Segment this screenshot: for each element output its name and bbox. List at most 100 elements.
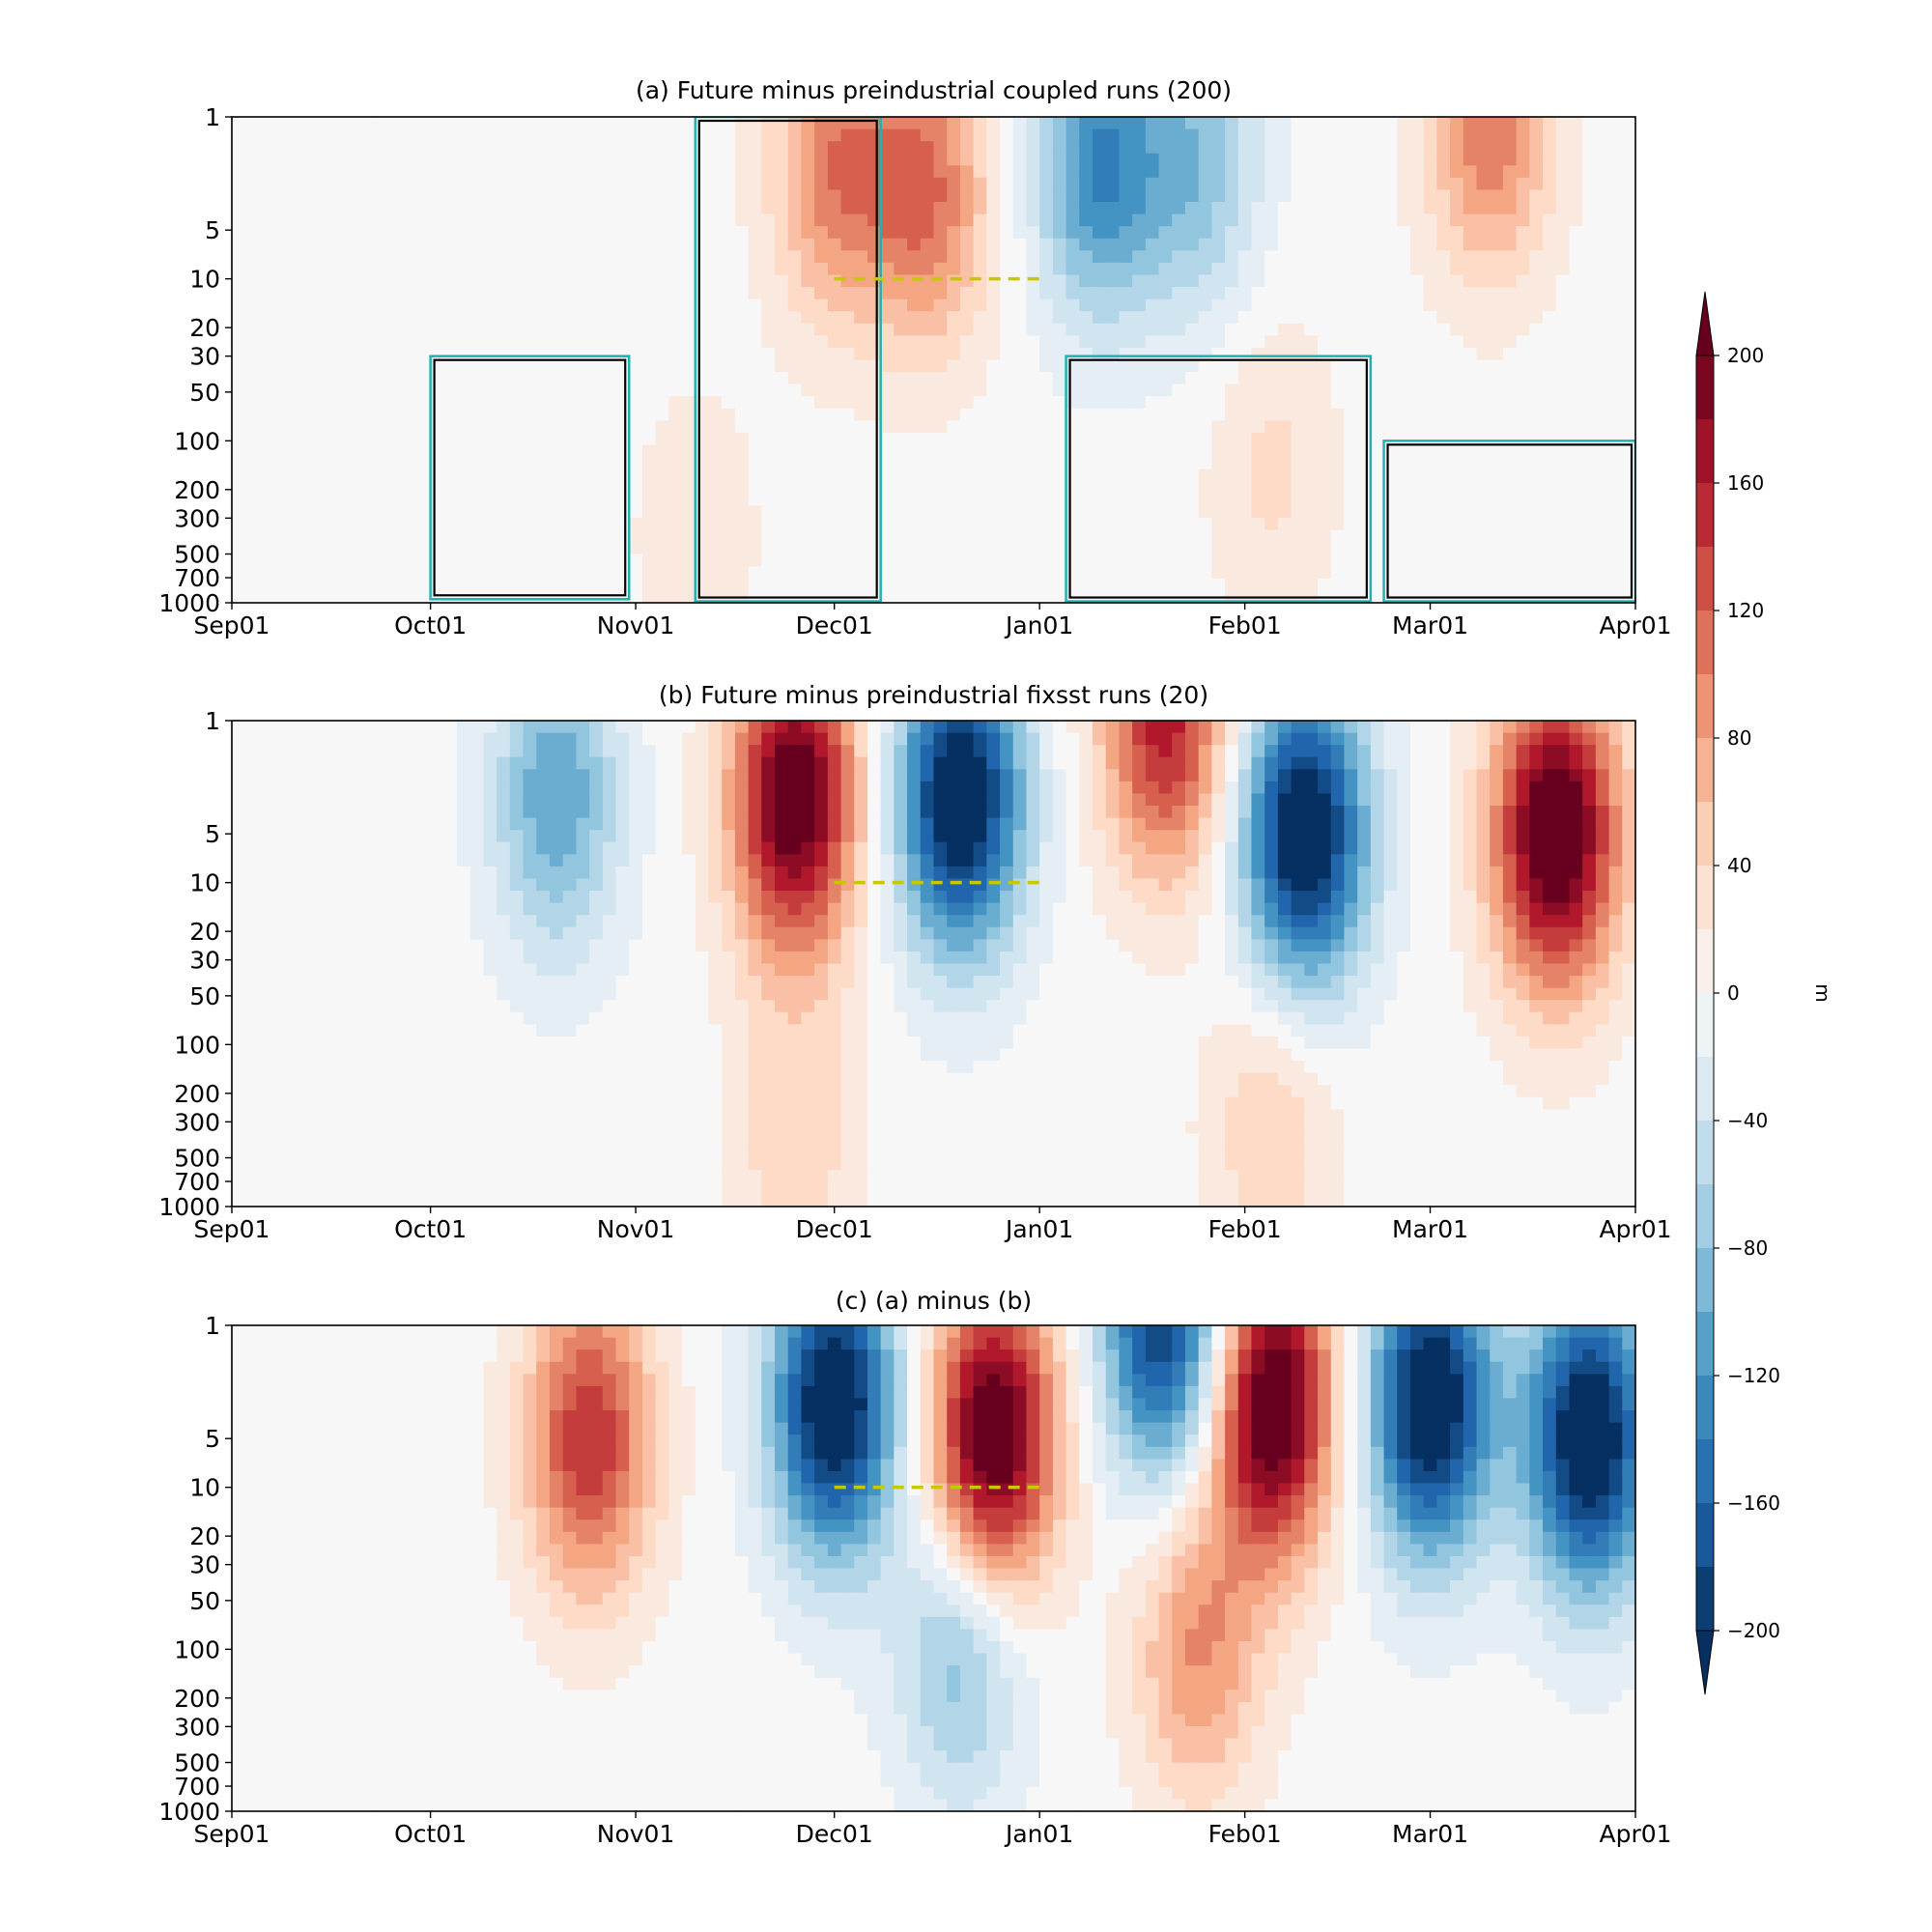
- heatmap-cell: [1184, 128, 1200, 142]
- heatmap-cell: [1105, 287, 1121, 300]
- heatmap-cell: [920, 298, 935, 312]
- heatmap-cell: [1476, 177, 1491, 191]
- heatmap-cell: [1450, 444, 1464, 458]
- heatmap-cell: [840, 347, 855, 361]
- heatmap-cell: [377, 566, 392, 580]
- heatmap-cell: [814, 408, 829, 421]
- heatmap-cell: [576, 481, 590, 495]
- heatmap-cell: [351, 298, 365, 312]
- heatmap-cell: [947, 481, 961, 495]
- heatmap-cell: [271, 769, 286, 782]
- heatmap-cell: [787, 141, 803, 155]
- heatmap-cell: [1065, 721, 1080, 734]
- heatmap-cell: [655, 457, 669, 470]
- heatmap-cell: [986, 745, 1001, 758]
- heatmap-cell: [907, 578, 922, 592]
- heatmap-cell: [404, 745, 418, 758]
- heatmap-cell: [1172, 432, 1186, 446]
- heatmap-cell: [641, 408, 657, 421]
- heatmap-cell: [880, 756, 895, 770]
- heatmap-cell: [1237, 347, 1253, 361]
- heatmap-cell: [920, 721, 935, 734]
- heatmap-cell: [880, 287, 895, 300]
- heatmap-cell: [1065, 457, 1080, 470]
- heatmap-cell: [298, 287, 312, 300]
- heatmap-cell: [523, 287, 537, 300]
- heatmap-cell: [775, 128, 789, 142]
- heatmap-cell: [787, 396, 803, 410]
- heatmap-cell: [337, 432, 352, 446]
- heatmap-cell: [1409, 517, 1425, 531]
- heatmap-cell: [416, 359, 432, 373]
- heatmap-cell: [232, 165, 246, 179]
- heatmap-cell: [298, 769, 312, 782]
- heatmap-cell: [1026, 732, 1040, 746]
- heatmap-cell: [1555, 287, 1571, 300]
- heatmap-cell: [801, 274, 815, 288]
- heatmap-cell: [232, 396, 246, 410]
- heatmap-cell: [880, 793, 895, 807]
- heatmap-cell: [1304, 335, 1319, 349]
- heatmap-cell: [337, 177, 352, 191]
- heatmap-cell: [377, 274, 392, 288]
- heatmap-cell: [1225, 311, 1239, 325]
- heatmap-cell: [1277, 335, 1293, 349]
- heatmap-cell: [920, 128, 935, 142]
- heatmap-cell: [734, 323, 750, 336]
- heatmap-cell: [787, 420, 803, 434]
- heatmap-cell: [1543, 408, 1557, 421]
- heatmap-cell: [1065, 769, 1080, 782]
- heatmap-cell: [986, 323, 1001, 336]
- heatmap-cell: [1012, 721, 1028, 734]
- heatmap-cell: [1012, 542, 1028, 555]
- heatmap-cell: [1119, 226, 1133, 240]
- heatmap-cell: [1383, 128, 1398, 142]
- heatmap-cell: [615, 745, 630, 758]
- heatmap-cell: [814, 457, 829, 470]
- heatmap-cell: [1291, 481, 1305, 495]
- heatmap-cell: [562, 335, 577, 349]
- heatmap-cell: [629, 384, 643, 397]
- heatmap-cell: [1052, 517, 1067, 531]
- heatmap-cell: [443, 213, 458, 227]
- heatmap-cell: [457, 359, 471, 373]
- heatmap-cell: [1543, 481, 1557, 495]
- heatmap-cell: [430, 481, 444, 495]
- heatmap-cell: [1119, 177, 1133, 191]
- heatmap-cell: [695, 542, 710, 555]
- heatmap-cell: [271, 335, 286, 349]
- heatmap-cell: [1476, 781, 1491, 795]
- heatmap-cell: [457, 578, 471, 592]
- heatmap-cell: [1264, 578, 1279, 592]
- heatmap-cell: [1184, 517, 1200, 531]
- heatmap-cell: [311, 554, 326, 567]
- heatmap-cell: [1277, 262, 1293, 276]
- heatmap-cell: [337, 793, 352, 807]
- heatmap-cell: [894, 505, 908, 519]
- heatmap-cell: [1543, 238, 1557, 251]
- heatmap-cell: [761, 566, 776, 580]
- heatmap-cell: [894, 384, 908, 397]
- heatmap-cell: [232, 323, 246, 336]
- heatmap-cell: [986, 566, 1001, 580]
- heatmap-cell: [933, 517, 948, 531]
- heatmap-cell: [1145, 542, 1160, 555]
- heatmap-cell: [734, 347, 750, 361]
- heatmap-cell: [682, 408, 696, 421]
- heatmap-cell: [1555, 517, 1571, 531]
- heatmap-cell: [1012, 732, 1028, 746]
- heatmap-cell: [1543, 189, 1557, 203]
- heatmap-cell: [390, 335, 405, 349]
- heatmap-cell: [298, 165, 312, 179]
- heatmap-cell: [1198, 274, 1212, 288]
- heatmap-cell: [1026, 287, 1040, 300]
- heatmap-cell: [1000, 177, 1014, 191]
- heatmap-cell: [615, 444, 630, 458]
- heatmap-cell: [258, 721, 272, 734]
- heatmap-cell: [1184, 287, 1200, 300]
- heatmap-cell: [695, 226, 710, 240]
- heatmap-cell: [1026, 396, 1040, 410]
- heatmap-cell: [337, 566, 352, 580]
- heatmap-cell: [1423, 542, 1437, 555]
- heatmap-cell: [390, 542, 405, 555]
